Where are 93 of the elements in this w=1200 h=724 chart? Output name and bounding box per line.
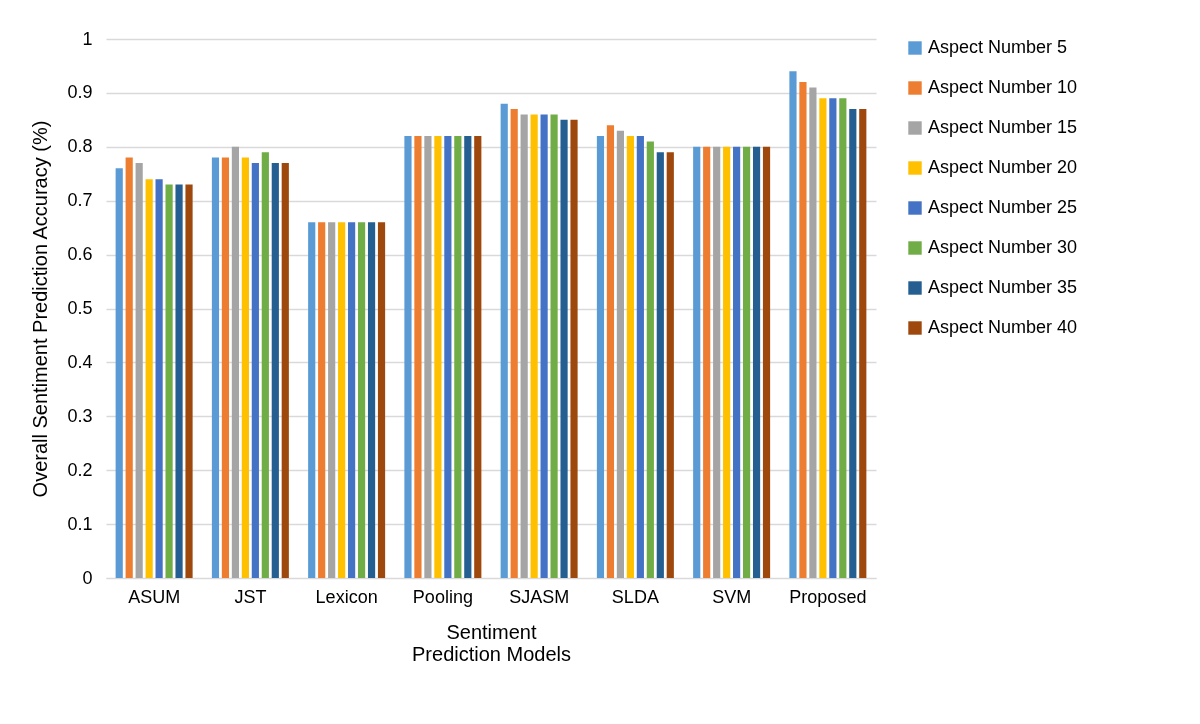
bar xyxy=(377,222,386,578)
bar xyxy=(241,157,249,578)
bar xyxy=(221,157,230,578)
legend-label: Aspect Number 40 xyxy=(928,317,1078,337)
bar xyxy=(125,157,133,578)
bar xyxy=(520,114,528,578)
bar xyxy=(434,136,442,578)
bar xyxy=(829,98,837,578)
bar xyxy=(703,146,711,578)
bar xyxy=(185,184,193,578)
bar xyxy=(656,152,664,578)
bar xyxy=(550,114,558,578)
bar xyxy=(819,98,827,578)
bar xyxy=(444,136,452,578)
bar xyxy=(165,184,173,578)
y-tick-label: 0 xyxy=(82,567,93,588)
bar xyxy=(752,146,761,578)
bar xyxy=(530,114,538,578)
legend-label: Aspect Number 5 xyxy=(928,37,1068,57)
bar xyxy=(713,146,721,578)
legend-label: Aspect Number 10 xyxy=(928,77,1078,97)
bar xyxy=(859,109,867,578)
bar xyxy=(115,168,123,578)
y-tick-label: 0.1 xyxy=(67,513,93,534)
bar xyxy=(646,141,654,578)
y-tick-label: 0.6 xyxy=(67,244,93,265)
bar xyxy=(414,136,422,578)
bar xyxy=(281,162,289,578)
y-tick-label: 1 xyxy=(82,28,93,49)
bar xyxy=(733,146,741,578)
legend-label: Aspect Number 15 xyxy=(928,117,1078,137)
bar xyxy=(809,87,817,578)
bar xyxy=(251,162,259,578)
bar xyxy=(474,136,482,578)
y-tick-label: 0.7 xyxy=(67,190,93,211)
bar xyxy=(318,222,326,578)
y-tick-label: 0.4 xyxy=(67,351,93,372)
bar xyxy=(839,98,847,578)
bar xyxy=(211,157,220,578)
bar xyxy=(338,222,346,578)
x-tick-label: SLDA xyxy=(611,586,659,607)
legend-label: Aspect Number 35 xyxy=(928,277,1078,297)
bar xyxy=(464,136,472,578)
y-tick-label: 0.8 xyxy=(67,136,93,157)
x-tick-label: Pooling xyxy=(412,586,473,607)
bar xyxy=(636,136,644,578)
y-tick-label: 0.3 xyxy=(67,405,93,426)
bar xyxy=(424,136,432,578)
bar xyxy=(693,146,701,578)
bar xyxy=(135,162,143,578)
bar xyxy=(723,146,731,578)
x-tick-label: JST xyxy=(234,586,267,607)
bar xyxy=(175,184,183,578)
x-axis-title: Sentiment Prediction Models xyxy=(412,620,571,665)
legend-label: Aspect Number 20 xyxy=(928,157,1078,177)
x-tick-label: ASUM xyxy=(128,586,181,607)
bar xyxy=(328,222,336,578)
y-tick-label: 0.2 xyxy=(67,459,93,480)
bar xyxy=(626,136,634,578)
bar xyxy=(570,119,578,578)
bar xyxy=(510,109,518,578)
legend-label: Aspect Number 25 xyxy=(928,197,1078,217)
bar xyxy=(540,114,548,578)
x-tick-label: Proposed xyxy=(789,586,867,607)
bar xyxy=(261,152,269,578)
x-tick-label: Lexicon xyxy=(315,586,378,607)
bar xyxy=(500,103,508,578)
bar xyxy=(616,130,624,578)
legend-label: Aspect Number 30 xyxy=(928,237,1078,257)
bar xyxy=(606,125,615,578)
bar xyxy=(560,119,568,578)
x-tick-label: SVM xyxy=(712,586,752,607)
bar xyxy=(743,146,751,578)
bar xyxy=(404,136,412,578)
bar xyxy=(799,82,807,578)
bar xyxy=(596,136,605,578)
bar xyxy=(348,222,356,578)
y-axis-title: Overall Sentiment Prediction Accuracy (%) xyxy=(29,120,52,498)
bar xyxy=(789,71,797,578)
bar xyxy=(666,152,674,578)
bar xyxy=(358,222,366,578)
y-tick-label: 0.5 xyxy=(67,298,93,318)
bar xyxy=(155,179,163,578)
bar xyxy=(849,109,857,578)
bar xyxy=(762,146,771,578)
bar xyxy=(367,222,376,578)
x-tick-label: SJASM xyxy=(509,586,570,607)
bar xyxy=(231,146,239,578)
bar xyxy=(454,136,462,578)
y-tick-label: 0.9 xyxy=(67,82,93,103)
bar xyxy=(271,162,279,578)
bar xyxy=(308,222,316,578)
bar xyxy=(145,179,153,578)
